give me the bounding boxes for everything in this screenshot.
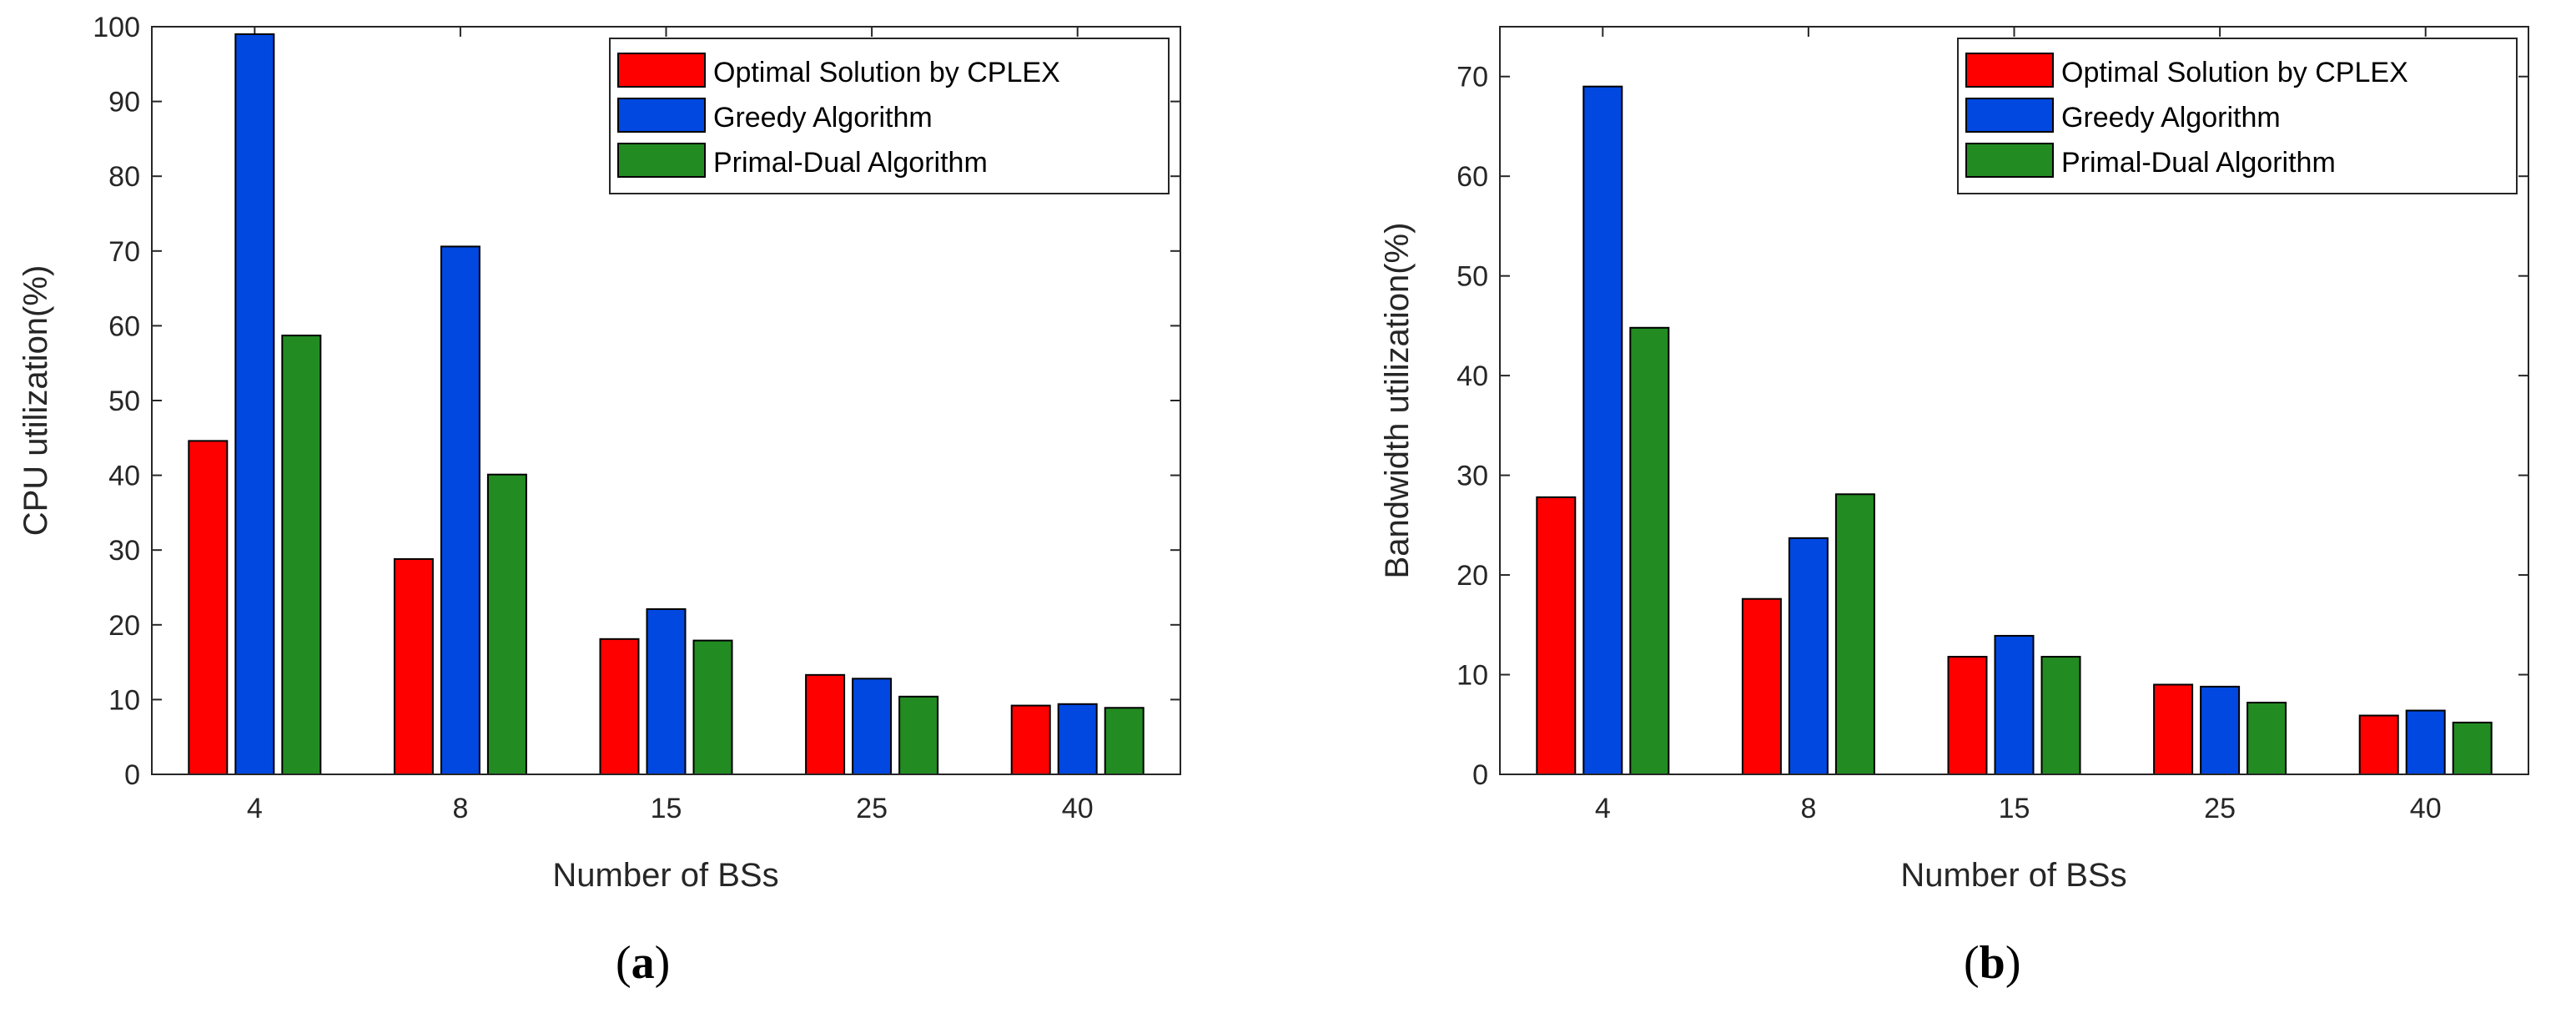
- x-tick-label: 8: [452, 793, 468, 824]
- panel-b-bandwidth-chart: 0 10 20 30 40 50 60 70 4 8 15 25 40 Optimal Solutio…: [1379, 26, 2529, 989]
- x-tick-label: 15: [651, 793, 682, 824]
- y-tick-label: 60: [1457, 161, 1488, 193]
- bar-cplex-8: [1741, 597, 1782, 775]
- bar-cplex-8: [393, 557, 434, 776]
- bar-greedy-40: [1057, 703, 1098, 775]
- x-tick-label: 4: [1595, 793, 1611, 824]
- bar-cplex-40: [1010, 704, 1051, 775]
- bar-greedy-25: [2200, 685, 2241, 775]
- x-tick-label: 8: [1800, 793, 1816, 824]
- legend-swatch-primal_dual: [617, 143, 706, 178]
- y-tick-label: 80: [108, 161, 140, 193]
- x-axis-label: Number of BSs: [552, 857, 778, 894]
- bars: [188, 33, 1145, 776]
- panel-caption: (b): [1964, 937, 2020, 989]
- bar-primal_dual-25: [898, 695, 939, 775]
- bar-primal_dual-40: [2452, 721, 2493, 775]
- bar-greedy-4: [1582, 85, 1623, 776]
- legend-swatch-cplex: [1965, 53, 2054, 88]
- bar-greedy-15: [646, 607, 687, 776]
- x-ticks: 4 8 15 25 40: [1595, 27, 2442, 824]
- y-tick-label: 30: [1457, 461, 1488, 492]
- y-tick-label: 60: [108, 310, 140, 342]
- y-tick-label: 20: [108, 610, 140, 642]
- bar-primal_dual-40: [1104, 707, 1145, 775]
- legend-swatch-greedy: [1965, 98, 2054, 133]
- y-tick-label: 70: [108, 236, 140, 268]
- caption-letter: b: [1980, 937, 2005, 989]
- bar-cplex-25: [805, 673, 846, 775]
- bar-primal_dual-4: [1629, 326, 1670, 776]
- y-tick-label: 0: [124, 759, 140, 791]
- legend: Optimal Solution by CPLEX Greedy Algorith…: [609, 38, 1170, 194]
- panel-a-cpu-chart: 0 10 20 30 40 50 60 70 80 90 100 4 8 15 25 40 Optimal …: [18, 12, 1181, 989]
- legend-label: Primal-Dual Algorithm: [2061, 147, 2336, 179]
- bar-primal_dual-15: [692, 639, 733, 776]
- y-axis-label: CPU utilization(%): [18, 265, 54, 537]
- y-tick-label: 0: [1472, 759, 1488, 791]
- bar-cplex-4: [188, 440, 229, 775]
- bar-greedy-25: [852, 678, 893, 776]
- caption-letter: a: [631, 937, 655, 989]
- bar-cplex-15: [599, 638, 640, 775]
- bar-primal_dual-4: [281, 335, 322, 776]
- x-tick-label: 25: [2204, 793, 2236, 824]
- y-tick-label: 50: [108, 386, 140, 417]
- y-tick-label: 10: [1457, 660, 1488, 692]
- y-tick-label: 10: [108, 684, 140, 716]
- y-tick-label: 50: [1457, 261, 1488, 293]
- y-ticks: 0 10 20 30 40 50 60 70: [1457, 62, 2528, 791]
- axes-frame: [151, 26, 1181, 775]
- bar-greedy-15: [1994, 634, 2035, 776]
- bars: [1536, 85, 2493, 776]
- y-tick-label: 90: [108, 87, 140, 118]
- x-tick-label: 40: [2410, 793, 2442, 824]
- panel-caption: (a): [616, 937, 670, 989]
- bar-cplex-40: [2358, 714, 2399, 775]
- y-tick-label: 20: [1457, 560, 1488, 592]
- x-tick-label: 40: [1062, 793, 1094, 824]
- bar-greedy-40: [2405, 709, 2446, 775]
- y-tick-label: 30: [108, 535, 140, 567]
- legend-swatch-greedy: [617, 98, 706, 133]
- y-tick-label: 70: [1457, 62, 1488, 93]
- y-tick-label: 100: [93, 12, 140, 43]
- x-tick-label: 15: [1999, 793, 2030, 824]
- bar-greedy-8: [1788, 537, 1829, 775]
- legend-swatch-cplex: [617, 53, 706, 88]
- legend-label: Primal-Dual Algorithm: [713, 147, 988, 179]
- bar-primal_dual-15: [2040, 656, 2081, 776]
- bar-greedy-8: [440, 245, 480, 775]
- legend-label: Greedy Algorithm: [713, 102, 933, 134]
- bar-primal_dual-25: [2246, 701, 2287, 776]
- legend-label: Optimal Solution by CPLEX: [2061, 57, 2408, 88]
- legend: Optimal Solution by CPLEX Greedy Algorith…: [1957, 38, 2518, 194]
- y-ticks: 0 10 20 30 40 50 60 70 80 90 100: [93, 12, 1180, 791]
- y-tick-label: 40: [108, 461, 140, 492]
- bar-cplex-25: [2153, 683, 2194, 775]
- bar-cplex-4: [1536, 496, 1577, 776]
- x-tick-label: 4: [247, 793, 263, 824]
- legend-swatch-primal_dual: [1965, 143, 2054, 178]
- axes-frame: [1499, 26, 2529, 775]
- y-tick-label: 40: [1457, 360, 1488, 392]
- bar-primal_dual-8: [486, 473, 527, 775]
- bar-greedy-4: [234, 33, 275, 775]
- y-axis-label: Bandwidth utilization(%): [1379, 223, 1416, 579]
- x-axis-label: Number of BSs: [1900, 857, 2126, 894]
- bar-cplex-15: [1947, 656, 1988, 776]
- bar-primal_dual-8: [1834, 493, 1875, 775]
- legend-label: Greedy Algorithm: [2061, 102, 2281, 134]
- legend-label: Optimal Solution by CPLEX: [713, 57, 1060, 88]
- x-tick-label: 25: [856, 793, 888, 824]
